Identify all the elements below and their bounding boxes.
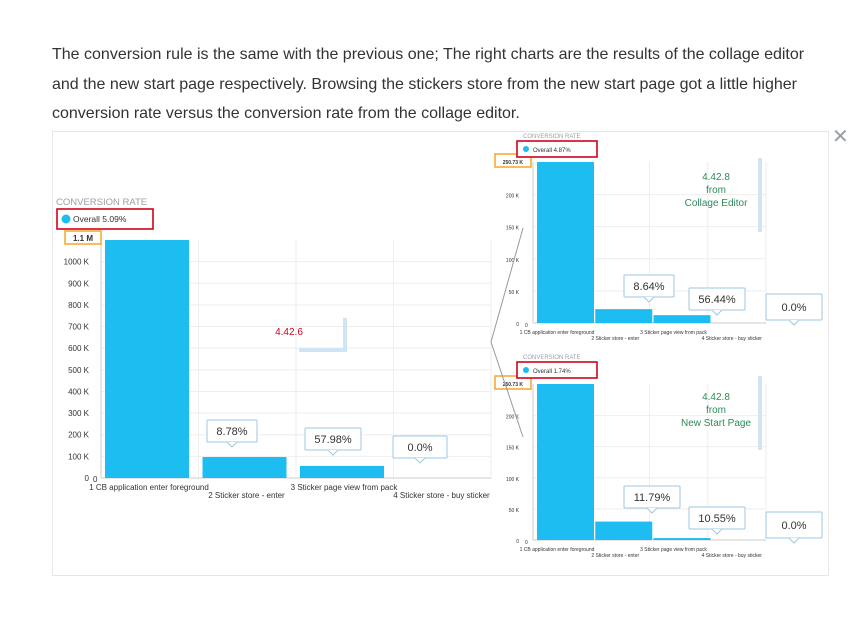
category-label: 1 CB application enter foreground [89,483,209,492]
category-label: 3 Sticker page view from pack [640,547,707,553]
conversion-pointer [788,319,800,326]
chart-1: 0 100 K 200 K 300 K 400 K 500 K 600 K 700 K 800 … [56,197,492,500]
bar [653,538,711,540]
chart-3: 0 50 K 100 K 150 K 200 K 250.73 K CONVERSION R… [494,355,823,559]
legend-label: Overall 1.74% [533,369,571,375]
legend-highlight [516,140,598,158]
y-tick-label: 50 K [509,290,520,296]
top-tick-label: 250.73 K [503,382,524,388]
chart-canvas: 0 100 K 200 K 300 K 400 K 500 K 600 K 700 K 800 … [56,134,823,559]
version-note-line: 4.42.6 [275,327,303,338]
top-tick-highlight [64,230,102,245]
y-tick-label: 200 K [68,431,90,440]
zero-tick: 0 [525,540,528,546]
conversion-label: 0.0% [781,302,806,314]
conversion-label: 8.64% [633,281,664,293]
bar [595,521,653,540]
chart-figure: 0 100 K 200 K 300 K 400 K 500 K 600 K 700 K 800 … [52,131,829,576]
bar [300,465,384,478]
conversion-label: 56.44% [698,294,736,306]
y-tick-label: 50 K [509,508,520,514]
bar [595,309,653,323]
conversion-pointer [711,528,723,535]
connector-lines [490,227,524,438]
conversion-pointer [327,449,339,456]
category-label: 4 Sticker store - buy sticker [702,336,763,342]
legend-dot [523,146,529,152]
y-tick-label: 100 K [68,452,90,461]
version-note-line: New Start Page [681,418,751,429]
conversion-label: 0.0% [781,520,806,532]
category-label: 2 Sticker store - enter [591,553,639,559]
y-tick-label: 100 K [506,477,520,483]
y-tick-label: 900 K [68,279,90,288]
conversion-label: 8.78% [216,426,247,438]
version-note-line: 4.42.8 [702,392,730,403]
conversion-pointer [643,296,655,303]
conversion-label: 10.55% [698,513,736,525]
y-tick-label: 800 K [68,301,90,310]
bar [105,240,189,478]
y-tick-label: 400 K [68,387,90,396]
chart-title: CONVERSION RATE [523,355,581,361]
y-tick-label: 700 K [68,323,90,332]
category-label: 2 Sticker store - enter [208,491,285,500]
version-note-line: Collage Editor [685,198,748,209]
bar [202,457,287,478]
zero-tick: 0 [525,323,528,329]
y-tick-label: 150 K [506,446,520,452]
category-label: 1 CB application enter foreground [520,330,595,336]
category-label: 4 Sticker store - buy sticker [393,491,490,500]
version-note-line: from [706,185,726,196]
y-tick-label: 0 [85,474,90,483]
y-tick-label: 300 K [68,409,90,418]
conversion-pointer [788,537,800,544]
conversion-label: 0.0% [407,442,432,454]
conversion-label: 11.79% [634,492,671,504]
version-note: 4.42.6 [275,327,303,338]
chart-2: 0 50 K 100 K 150 K 200 K 250.73 K CONVERSION R… [494,134,823,342]
chart-title: CONVERSION RATE [56,197,147,208]
bar [653,315,711,323]
y-tick-label: 150 K [506,226,520,232]
conversion-pointer [226,441,238,448]
version-note: 4.42.8 from Collage Editor [685,172,748,209]
version-note: 4.42.8 from New Start Page [681,392,751,429]
legend-highlight [516,361,598,379]
y-tick-label: 1000 K [64,258,90,267]
category-label: 2 Sticker store - enter [591,336,639,342]
y-tick-label: 100 K [506,258,520,264]
conversion-pointer [414,457,426,464]
y-tick-label: 200 K [506,415,520,421]
y-tick-label: 200 K [506,194,520,200]
legend-dot [61,214,71,224]
category-label: 4 Sticker store - buy sticker [702,553,763,559]
y-tick-label: 500 K [68,366,90,375]
bar [537,162,594,323]
version-bracket [299,318,347,352]
legend-label: Overall 5.09% [73,214,127,224]
conversion-pointer [711,309,723,316]
category-label: 1 CB application enter foreground [520,547,595,553]
category-label: 3 Sticker page view from pack [291,483,399,492]
conversion-pointer [646,507,658,514]
close-icon[interactable]: ✕ [832,126,849,148]
legend-dot [523,367,529,373]
description-paragraph: The conversion rule is the same with the… [52,46,805,122]
conversion-label: 57.98% [314,434,352,446]
version-note-line: 4.42.8 [702,172,730,183]
y-tick-label: 0 [516,539,519,545]
y-tick-label: 600 K [68,344,90,353]
bar [537,384,594,540]
version-note-line: from [706,405,726,416]
zero-tick: 0 [93,475,98,484]
top-tick-label: 250.73 K [503,160,524,166]
category-label: 3 Sticker page view from pack [640,330,707,336]
legend-highlight [56,208,154,230]
top-tick-label: 1.1 M [73,234,93,243]
legend-label: Overall 4.87% [533,148,571,154]
y-tick-label: 0 [516,322,519,328]
chart-title: CONVERSION RATE [523,134,581,140]
